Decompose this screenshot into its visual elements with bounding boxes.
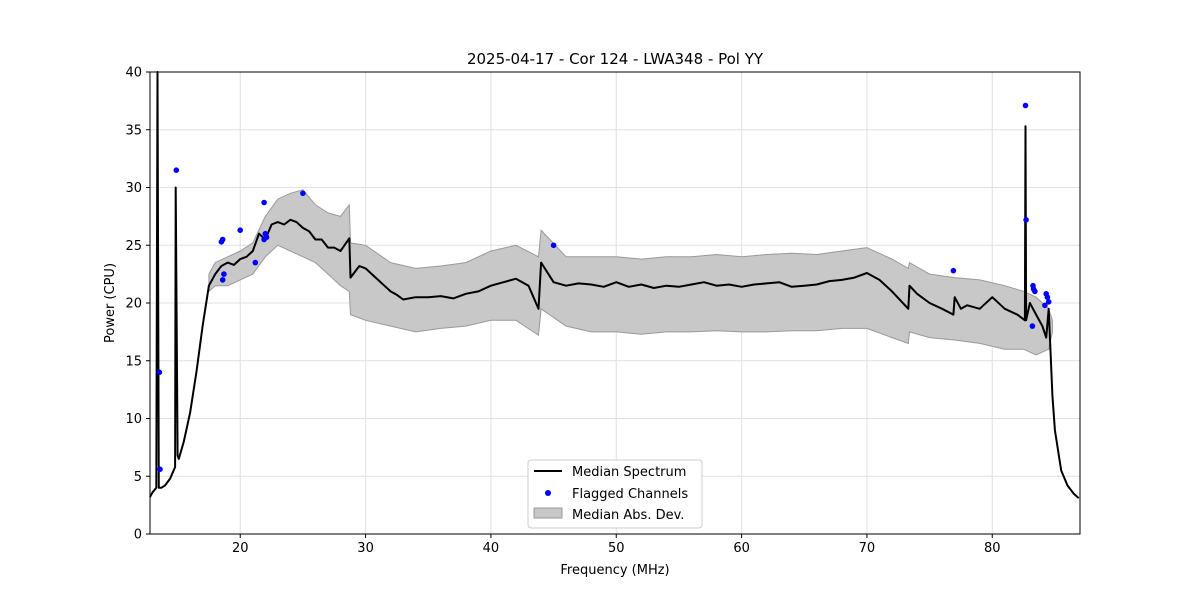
- legend-flagged-swatch: [545, 490, 551, 496]
- y-tick-label: 25: [125, 239, 142, 254]
- flagged-channel-point: [173, 167, 180, 173]
- x-tick-label: 40: [483, 541, 500, 556]
- x-axis-label: Frequency (MHz): [560, 563, 669, 578]
- flagged-channel-point: [1042, 302, 1048, 309]
- x-tick-label: 60: [733, 541, 750, 556]
- flagged-channel-point: [219, 236, 226, 243]
- x-tick-label: 30: [357, 541, 374, 556]
- flagged-channel-point: [221, 271, 227, 277]
- flagged-points-layer: [156, 102, 1052, 473]
- x-tick-label: 80: [984, 541, 1001, 556]
- flagged-channel-point: [1023, 217, 1029, 223]
- flagged-channel-point: [1022, 102, 1029, 109]
- x-tick-label: 70: [859, 541, 876, 556]
- flagged-channel-point: [1044, 294, 1051, 301]
- median-line-layer: [149, 71, 1080, 499]
- y-tick-label: 35: [125, 123, 142, 138]
- legend-flagged-label: Flagged Channels: [572, 487, 688, 502]
- flagged-channel-point: [157, 466, 163, 473]
- flagged-channel-point: [550, 242, 557, 249]
- flagged-channel-point: [252, 259, 259, 266]
- flagged-channel-point: [1032, 288, 1038, 295]
- legend-box: [527, 459, 703, 529]
- legend-median-label: Median Spectrum: [572, 465, 686, 480]
- y-tick-label: 15: [125, 354, 142, 369]
- flagged-channel-point: [263, 234, 270, 240]
- flagged-channel-point: [237, 227, 243, 233]
- y-axis-label: Power (CPU): [103, 263, 118, 343]
- flagged-channel-point: [1029, 323, 1036, 329]
- flagged-channel-point: [1045, 299, 1052, 305]
- legend-mad-label: Median Abs. Dev.: [572, 508, 684, 523]
- y-tick-label: 5: [134, 470, 142, 485]
- y-tick-label: 30: [125, 181, 142, 196]
- y-tick-label: 0: [134, 528, 142, 543]
- y-tick-label: 20: [125, 297, 142, 312]
- x-tick-label: 20: [232, 541, 249, 556]
- y-tick-label: 40: [125, 66, 142, 81]
- flagged-channel-point: [950, 267, 957, 274]
- mad-band-layer: [208, 189, 1053, 356]
- y-tick-label: 10: [125, 412, 142, 427]
- x-tick-label: 50: [608, 541, 625, 556]
- legend-mad-swatch: [533, 507, 563, 519]
- flagged-channel-point: [219, 277, 226, 283]
- chart-title: 2025-04-17 - Cor 124 - LWA348 - Pol YY: [467, 50, 764, 68]
- flagged-channel-point: [300, 190, 306, 197]
- flagged-channel-point: [261, 199, 267, 206]
- tick-layer: 20 30 40 50 60 70 80 0 5 10 15 20 25 30 35 40: [125, 66, 1000, 557]
- legend: Median Spectrum Flagged Channels Median …: [527, 459, 703, 529]
- mad-band: [208, 189, 1053, 356]
- median-spectrum-line: [149, 71, 1080, 499]
- flagged-channel-point: [156, 369, 163, 376]
